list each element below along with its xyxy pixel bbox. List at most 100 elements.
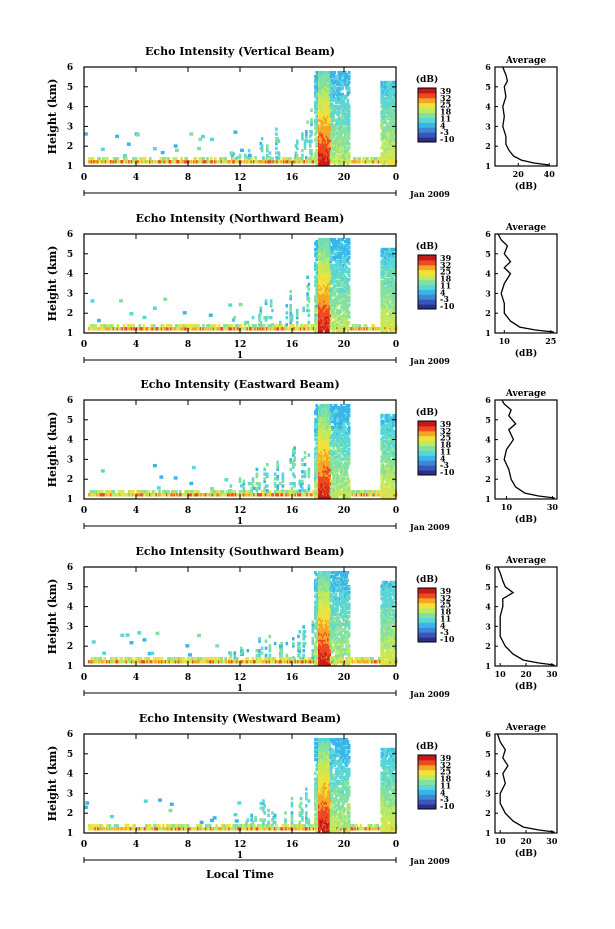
heatmap-cell xyxy=(347,439,351,443)
heatmap-cell xyxy=(381,469,385,473)
colorbar-frame xyxy=(417,254,437,310)
heatmap-cells xyxy=(87,403,398,499)
heatmap-cell xyxy=(381,283,385,287)
heatmap-cell xyxy=(255,467,259,472)
heatmap-cell xyxy=(337,425,341,430)
heatmap-cell xyxy=(347,132,351,136)
heatmap-cell xyxy=(325,116,329,120)
heatmap-cell xyxy=(319,421,322,426)
heatmap-cell xyxy=(347,136,351,140)
heatmap-cell xyxy=(380,88,383,93)
heatmap-cell xyxy=(334,148,338,152)
heatmap-cell xyxy=(334,253,338,258)
heatmap-cell xyxy=(232,157,235,161)
heatmap-cell xyxy=(347,425,351,430)
heatmap-cell xyxy=(332,473,335,477)
heatmap-cell xyxy=(384,126,387,130)
heatmap-cell xyxy=(381,249,385,254)
heatmap-cell xyxy=(301,470,304,474)
heatmap-cell xyxy=(345,417,348,422)
x-tick-label: 20 xyxy=(338,173,351,183)
heatmap-cell xyxy=(345,120,348,124)
heatmap-cell xyxy=(149,157,152,161)
heatmap-cell xyxy=(347,447,351,451)
heatmap-cell xyxy=(347,249,351,254)
heatmap-cell xyxy=(341,299,344,303)
heatmap-cell xyxy=(328,116,331,120)
heatmap-cell xyxy=(314,409,317,414)
heatmap-cell xyxy=(390,307,394,311)
heatmap-cell xyxy=(338,309,342,313)
heatmap-cell xyxy=(289,304,292,308)
heatmap-cell xyxy=(264,318,268,322)
heatmap-cell xyxy=(386,259,390,264)
heatmap-cell xyxy=(338,437,342,442)
heatmap-cell xyxy=(295,146,299,150)
heatmap-cell xyxy=(340,317,343,321)
x-tick-label: 16 xyxy=(286,340,299,350)
heatmap-cell xyxy=(264,315,268,320)
heatmap-cell xyxy=(345,463,348,467)
heatmap-cell xyxy=(289,460,292,464)
heatmap-cell xyxy=(332,431,335,436)
heatmap-cell xyxy=(319,453,322,457)
heatmap-cell xyxy=(328,477,331,481)
heatmap-cell xyxy=(328,106,331,110)
heatmap-cell xyxy=(319,156,322,160)
heatmap-cell xyxy=(250,489,253,493)
heatmap-cell xyxy=(384,152,387,156)
heatmap-cell xyxy=(259,323,263,327)
heatmap-cell xyxy=(337,279,341,283)
heatmap-cell xyxy=(175,324,178,328)
heatmap-cell xyxy=(243,323,247,327)
heatmap-cell xyxy=(346,411,350,416)
heatmap-cell xyxy=(331,136,334,140)
heatmap-cell xyxy=(336,467,339,471)
heatmap-cell xyxy=(316,465,320,469)
heatmap-cell xyxy=(298,489,302,493)
heatmap-cell xyxy=(340,116,343,120)
heatmap-cell xyxy=(332,138,335,142)
heatmap-cell xyxy=(254,156,257,160)
heatmap-cell xyxy=(325,405,329,410)
heatmap-cell xyxy=(332,82,335,87)
heatmap-cell xyxy=(333,305,337,309)
heatmap-cell xyxy=(392,98,395,103)
heatmap-cell xyxy=(328,120,331,124)
heatmap-cell xyxy=(341,152,344,156)
heatmap-cell xyxy=(338,289,342,293)
heatmap-cell xyxy=(364,157,368,161)
heatmap-cell xyxy=(386,299,390,303)
heatmap-cell xyxy=(319,445,322,449)
heatmap-cell xyxy=(334,409,338,414)
heatmap-cell xyxy=(232,318,235,322)
heatmap-cell xyxy=(342,142,346,146)
heatmap-cell xyxy=(315,114,318,118)
heatmap-cell xyxy=(334,142,338,146)
heatmap-cell xyxy=(325,441,329,445)
heatmap-cell xyxy=(190,490,194,494)
heatmap-cell xyxy=(334,315,338,319)
heatmap-cell xyxy=(277,151,281,155)
heatmap-cell xyxy=(321,94,325,99)
heatmap-cell xyxy=(299,493,303,497)
heatmap-cell xyxy=(346,305,350,309)
heatmap-cell xyxy=(311,324,315,328)
heatmap-cell xyxy=(388,323,391,327)
heatmap-cell xyxy=(333,243,337,248)
heatmap-cell xyxy=(384,489,387,493)
heatmap-cell xyxy=(384,92,387,97)
heatmap-cell xyxy=(388,413,391,418)
heatmap-cell xyxy=(390,295,394,299)
heatmap-cell xyxy=(338,259,342,264)
heatmap-cell xyxy=(185,490,188,494)
y-tick-label: 5 xyxy=(67,250,73,260)
heatmap-cell xyxy=(388,293,391,297)
heatmap-cell xyxy=(332,94,335,99)
heatmap-cell xyxy=(344,132,347,136)
heatmap-cell xyxy=(347,291,351,295)
heatmap-cell xyxy=(306,308,309,313)
heatmap-cell xyxy=(345,253,348,258)
heatmap-cell xyxy=(347,239,351,244)
heatmap-cell xyxy=(251,477,255,481)
